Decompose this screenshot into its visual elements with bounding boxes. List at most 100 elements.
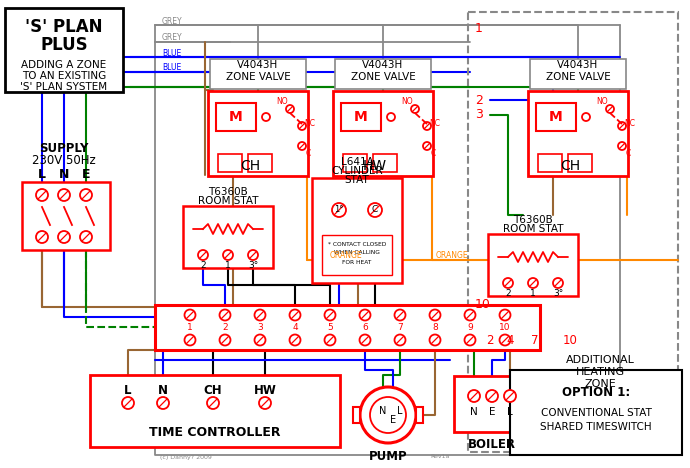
Circle shape (359, 309, 371, 321)
Text: M: M (549, 110, 563, 124)
Text: E: E (489, 407, 495, 417)
Circle shape (248, 250, 258, 260)
Circle shape (207, 397, 219, 409)
Text: (c) Danny? 2009: (c) Danny? 2009 (160, 454, 212, 460)
Bar (248, 154, 272, 172)
Text: 'S' PLAN SYSTEM: 'S' PLAN SYSTEM (21, 82, 108, 92)
Circle shape (387, 113, 395, 121)
Circle shape (360, 387, 416, 443)
Text: C: C (431, 149, 435, 159)
Text: TO AN EXISTING: TO AN EXISTING (22, 71, 106, 81)
Text: 7: 7 (397, 322, 403, 331)
Text: ADDITIONAL: ADDITIONAL (566, 355, 634, 365)
Text: 7: 7 (531, 334, 539, 346)
Text: T6360B: T6360B (208, 187, 248, 197)
Bar (216, 103, 256, 131)
Text: NO: NO (276, 97, 288, 107)
Circle shape (286, 105, 294, 113)
Text: NO: NO (401, 97, 413, 107)
Circle shape (618, 142, 626, 150)
Circle shape (618, 122, 626, 130)
Circle shape (198, 250, 208, 260)
Text: 2: 2 (505, 288, 511, 298)
Text: HEATING: HEATING (575, 367, 624, 377)
Text: N: N (470, 407, 478, 417)
Text: CH: CH (240, 159, 260, 173)
Text: L: L (38, 168, 46, 182)
Text: 10: 10 (562, 334, 578, 346)
Circle shape (58, 189, 70, 201)
Circle shape (80, 231, 92, 243)
Text: PLUS: PLUS (40, 36, 88, 54)
Text: 1: 1 (530, 288, 536, 298)
Text: BLUE: BLUE (162, 49, 181, 58)
Text: M: M (354, 110, 368, 124)
Text: NC: NC (304, 119, 315, 129)
Circle shape (219, 335, 230, 345)
Text: 8: 8 (432, 322, 438, 331)
Circle shape (395, 309, 406, 321)
Circle shape (332, 203, 346, 217)
Bar (5, 8, 123, 92)
Text: ZONE VALVE: ZONE VALVE (226, 72, 290, 82)
Text: PUMP: PUMP (368, 451, 407, 463)
Bar (343, 154, 367, 172)
Text: CH: CH (560, 159, 580, 173)
Text: HW: HW (253, 383, 277, 396)
Bar (373, 154, 397, 172)
Bar (468, 12, 678, 452)
Bar (333, 91, 433, 176)
Text: 2: 2 (486, 334, 494, 346)
Text: 3°: 3° (248, 261, 258, 270)
Circle shape (504, 390, 516, 402)
Circle shape (219, 309, 230, 321)
Text: 5: 5 (327, 322, 333, 331)
Circle shape (298, 122, 306, 130)
Text: 10: 10 (475, 299, 491, 312)
Text: 2: 2 (200, 261, 206, 270)
Text: ADDING A ZONE: ADDING A ZONE (21, 60, 107, 70)
Circle shape (528, 278, 538, 288)
Circle shape (423, 122, 431, 130)
Circle shape (359, 335, 371, 345)
Circle shape (500, 309, 511, 321)
Text: OPTION 1:: OPTION 1: (562, 386, 630, 398)
Text: 6: 6 (362, 322, 368, 331)
Circle shape (423, 142, 431, 150)
Circle shape (259, 397, 271, 409)
Bar (210, 59, 306, 89)
Text: ROOM STAT: ROOM STAT (503, 224, 563, 234)
Text: NC: NC (429, 119, 440, 129)
Circle shape (500, 335, 511, 345)
Text: WHEN CALLING: WHEN CALLING (334, 250, 380, 256)
Text: * CONTACT CLOSED: * CONTACT CLOSED (328, 241, 386, 247)
Circle shape (429, 309, 440, 321)
Text: 'S' PLAN: 'S' PLAN (26, 18, 103, 36)
Circle shape (58, 231, 70, 243)
Text: ROOM STAT: ROOM STAT (198, 196, 258, 206)
Bar (312, 178, 402, 283)
Text: 3: 3 (475, 109, 483, 122)
Text: CH: CH (204, 383, 222, 396)
Circle shape (606, 105, 614, 113)
Circle shape (290, 335, 301, 345)
Text: 230V 50Hz: 230V 50Hz (32, 154, 96, 167)
Text: C: C (625, 149, 631, 159)
Circle shape (184, 309, 195, 321)
Circle shape (464, 335, 475, 345)
Text: ZONE: ZONE (584, 379, 616, 389)
Circle shape (324, 335, 335, 345)
Bar (510, 370, 682, 455)
Text: ORANGE: ORANGE (330, 250, 363, 259)
Text: 9: 9 (467, 322, 473, 331)
Text: 1: 1 (187, 322, 193, 331)
Circle shape (36, 231, 48, 243)
Text: M: M (229, 110, 243, 124)
Text: L641A: L641A (341, 157, 373, 167)
Bar (454, 376, 530, 432)
Text: 1°: 1° (335, 205, 344, 214)
Circle shape (36, 189, 48, 201)
Text: N: N (158, 383, 168, 396)
Bar (341, 103, 381, 131)
Text: NO: NO (596, 97, 608, 107)
